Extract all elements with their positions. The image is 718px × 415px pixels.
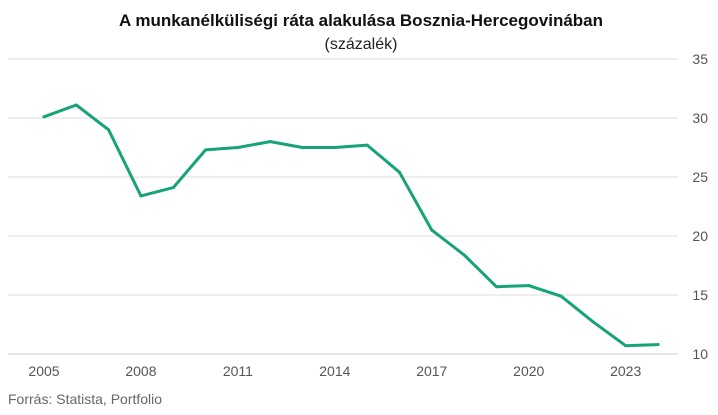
- y-tick-label: 20: [692, 228, 708, 244]
- data-point: [107, 128, 111, 132]
- y-tick-label: 35: [692, 51, 708, 67]
- data-point: [527, 284, 531, 288]
- data-point: [494, 285, 498, 289]
- source-note: Forrás: Statista, Portfolio: [8, 391, 162, 407]
- y-tick-label: 10: [692, 346, 708, 362]
- data-point: [74, 103, 78, 107]
- chart-subtitle: (százalék): [325, 36, 398, 53]
- x-tick-label: 2014: [319, 363, 350, 379]
- data-point: [301, 146, 305, 149]
- data-point: [365, 143, 369, 147]
- data-point: [591, 320, 595, 324]
- data-point: [42, 115, 46, 119]
- data-point: [656, 343, 660, 347]
- x-axis-ticks: 2005 2008 2011 2014 2017 2020 2023: [28, 363, 641, 379]
- data-point: [559, 294, 563, 298]
- data-point: [236, 146, 240, 149]
- data-point: [268, 140, 272, 144]
- data-point: [171, 186, 175, 190]
- y-axis-ticks: 10 15 20 25 30 35: [692, 51, 708, 362]
- series-group: [42, 103, 660, 348]
- series-line: [42, 103, 660, 348]
- gridlines: [8, 58, 678, 355]
- data-point: [430, 228, 434, 232]
- y-tick-label: 25: [692, 169, 708, 185]
- data-point: [204, 148, 208, 152]
- data-point: [624, 344, 628, 348]
- chart-title: A munkanélküliségi ráta alakulása Boszni…: [119, 11, 603, 30]
- data-point: [462, 253, 466, 257]
- y-tick-label: 15: [692, 287, 708, 303]
- data-point: [139, 194, 143, 198]
- data-point: [333, 146, 337, 149]
- y-tick-label: 30: [692, 110, 708, 126]
- data-point: [397, 170, 401, 174]
- x-tick-label: 2020: [513, 363, 544, 379]
- x-tick-label: 2023: [610, 363, 641, 379]
- x-tick-label: 2011: [223, 363, 253, 379]
- x-tick-label: 2008: [125, 363, 156, 379]
- x-tick-label: 2005: [28, 363, 59, 379]
- x-tick-label: 2017: [416, 363, 447, 379]
